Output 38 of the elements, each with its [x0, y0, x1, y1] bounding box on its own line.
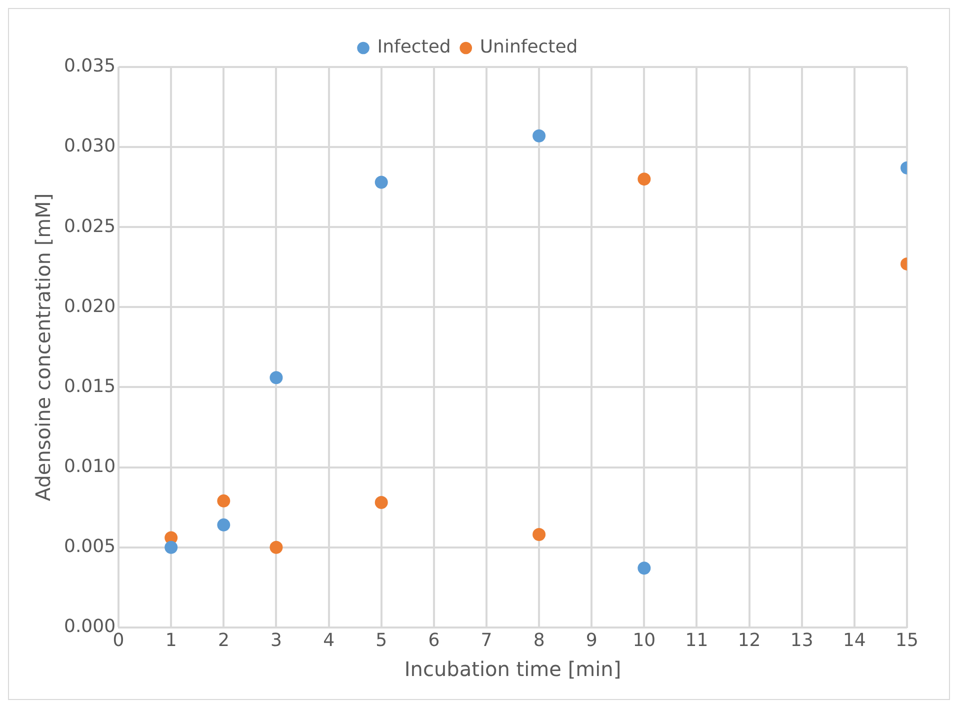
point — [217, 518, 230, 532]
x-tick-label: 14 — [842, 630, 866, 651]
y-tick-label: 0.025 — [64, 216, 116, 237]
x-tick-label: 5 — [376, 630, 388, 651]
legend-label: Infected — [377, 36, 451, 58]
x-tick-label: 10 — [632, 630, 656, 651]
point — [638, 172, 651, 186]
legend-label: Uninfected — [480, 36, 578, 58]
y-tick-label: 0.030 — [64, 136, 116, 157]
x-tick-label: 8 — [533, 630, 545, 651]
y-tick-label: 0.015 — [64, 376, 116, 397]
y-axis-title: Adensoine concentration [mM] — [31, 193, 56, 502]
x-tick-label: 3 — [270, 630, 282, 651]
x-tick-label: 12 — [738, 630, 761, 651]
x-tick-label: 9 — [586, 630, 598, 651]
x-tick-label: 6 — [428, 630, 440, 651]
point — [164, 540, 178, 554]
x-tick-label: 11 — [685, 630, 708, 651]
point — [532, 528, 546, 542]
x-tick-label: 4 — [323, 630, 335, 651]
point — [270, 371, 283, 384]
y-tick-label: 0.020 — [64, 296, 116, 317]
x-tick-label: 15 — [896, 630, 918, 651]
x-tick-label: 2 — [218, 630, 230, 651]
x-tick-label: 1 — [165, 630, 177, 651]
point — [374, 176, 388, 189]
point — [532, 129, 546, 142]
point — [270, 540, 283, 554]
x-tick-label: 13 — [790, 630, 814, 651]
x-tick-label: 7 — [480, 630, 492, 651]
point — [638, 562, 651, 575]
x-tick-label: 0 — [112, 630, 124, 651]
y-tick-label: 0.005 — [64, 536, 116, 558]
y-tick-label: 0.010 — [64, 456, 116, 477]
y-tick-label: 0.035 — [64, 56, 116, 77]
x-axis-title: Incubation time [min] — [404, 657, 622, 682]
point — [374, 496, 388, 510]
point — [217, 494, 230, 508]
